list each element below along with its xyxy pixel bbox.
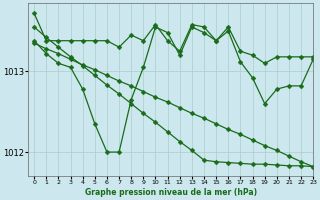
X-axis label: Graphe pression niveau de la mer (hPa): Graphe pression niveau de la mer (hPa) bbox=[84, 188, 257, 197]
